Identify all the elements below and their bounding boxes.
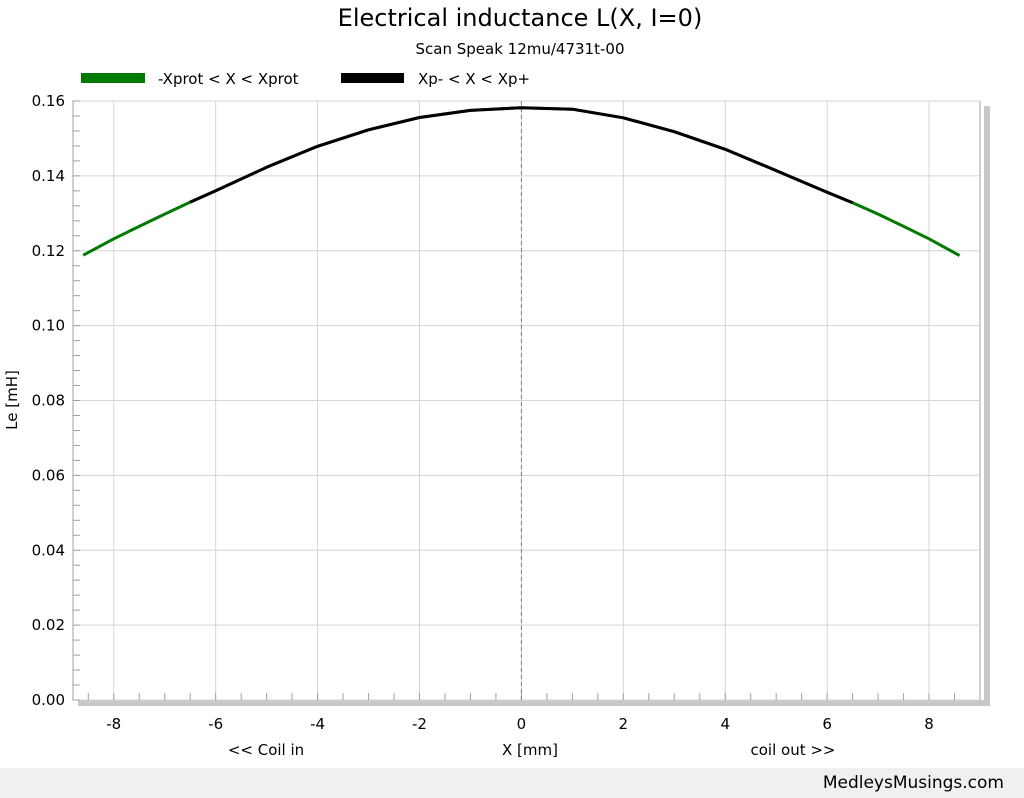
series-line-2 bbox=[189, 106, 854, 205]
y-tick-label: 0.10 bbox=[32, 317, 65, 335]
x-tick-label: -2 bbox=[412, 715, 427, 733]
legend-label-series-1: -Xprot < X < Xprot bbox=[158, 70, 299, 88]
x-axis-note-left: << Coil in bbox=[228, 741, 304, 759]
x-tick-label: 0 bbox=[517, 715, 527, 733]
plot-shadow-bottom bbox=[78, 700, 990, 706]
y-tick-label: 0.16 bbox=[32, 92, 65, 110]
grid bbox=[73, 100, 980, 701]
x-tick-label: 4 bbox=[720, 715, 730, 733]
x-tick-label: 8 bbox=[924, 715, 934, 733]
legend-swatch-series-2 bbox=[341, 73, 404, 83]
y-tick-label: 0.08 bbox=[32, 392, 65, 410]
x-tick-label: 6 bbox=[822, 715, 832, 733]
x-tick-label: -6 bbox=[208, 715, 223, 733]
series bbox=[82, 106, 961, 257]
chart-title: Electrical inductance L(X, I=0) bbox=[338, 4, 703, 32]
footer-bar bbox=[0, 768, 1024, 798]
x-axis-note-right: coil out >> bbox=[751, 741, 836, 759]
plot-shadow bbox=[984, 106, 990, 706]
legend-label-series-2: Xp- < X < Xp+ bbox=[418, 70, 530, 88]
x-tick-labels: -8 -6 -4 -2 0 2 4 6 8 bbox=[106, 715, 934, 733]
legend: -Xprot < X < Xprot Xp- < X < Xp+ bbox=[81, 70, 530, 88]
y-tick-label: 0.14 bbox=[32, 167, 65, 185]
y-tick-label: 0.02 bbox=[32, 616, 65, 634]
watermark: MedleysMusings.com bbox=[822, 773, 1004, 793]
y-tick-label: 0.00 bbox=[32, 691, 65, 709]
y-tick-label: 0.06 bbox=[32, 466, 65, 484]
x-tick-label: -8 bbox=[106, 715, 121, 733]
legend-swatch-series-1 bbox=[81, 73, 145, 83]
minor-ticks bbox=[73, 100, 956, 701]
y-axis-label: Le [mH] bbox=[3, 370, 21, 430]
y-tick-labels: 0.00 0.02 0.04 0.06 0.08 0.10 0.12 0.14 0.16 bbox=[32, 92, 65, 709]
y-tick-label: 0.12 bbox=[32, 242, 65, 260]
y-tick-label: 0.04 bbox=[32, 541, 65, 559]
x-tick-label: 2 bbox=[619, 715, 629, 733]
x-tick-label: -4 bbox=[310, 715, 325, 733]
x-axis-label: X [mm] bbox=[502, 741, 558, 759]
chart-subtitle: Scan Speak 12mu/4731t-00 bbox=[416, 40, 625, 58]
